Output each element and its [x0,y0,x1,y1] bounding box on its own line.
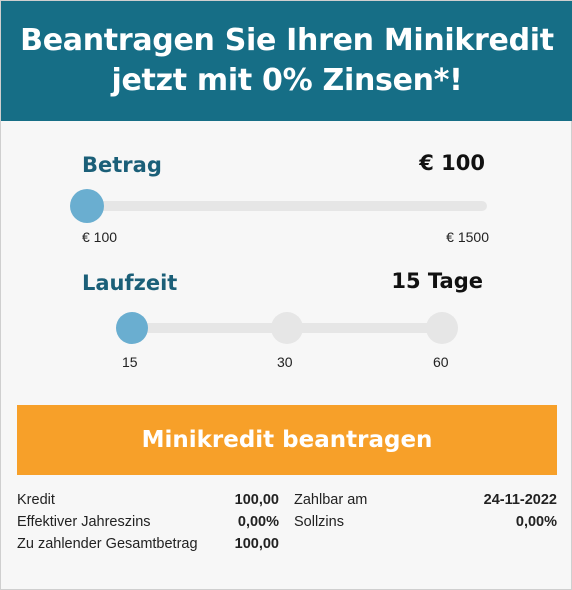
apply-minikredit-button[interactable]: Minikredit beantragen [17,405,557,475]
term-option-60[interactable] [426,312,458,344]
amount-slider-thumb[interactable] [70,189,104,223]
summary-value: 0,00% [237,514,279,530]
summary-value: 100,00 [234,536,279,552]
summary-label: Zahlbar am [294,492,368,508]
summary-value: 24-11-2022 [483,492,557,508]
summary-row-kredit: Kredit 100,00 [17,490,279,511]
amount-slider-track[interactable] [87,201,487,211]
summary-value: 0,00% [515,514,557,530]
header-banner: Beantragen Sie Ihren Minikredit jetzt mi… [1,1,572,121]
summary-value: 100,00 [234,492,279,508]
summary-row-gesamtbetrag: Zu zahlender Gesamtbetrag 100,00 [17,534,279,555]
term-tick-30: 30 [277,354,293,370]
summary-row-effektiver-jahreszins: Effektiver Jahreszins 0,00% [17,512,279,533]
summary-label: Sollzins [294,514,344,530]
summary-row-zahlbar-am: Zahlbar am 24-11-2022 [294,490,557,511]
term-tick-15: 15 [122,354,138,370]
summary-label: Effektiver Jahreszins [17,514,151,530]
amount-min-label: € 100 [82,229,118,245]
term-option-15[interactable] [116,312,148,344]
amount-label: Betrag [82,153,162,177]
amount-max-label: € 1500 [446,229,489,245]
header-title-line2: jetzt mit 0% Zinsen*! [111,63,463,98]
term-tick-60: 60 [433,354,449,370]
term-label: Laufzeit [82,271,178,295]
amount-value: € 100 [419,151,485,175]
summary-label: Kredit [17,492,55,508]
summary-label: Zu zahlender Gesamtbetrag [17,536,198,552]
header-title-line1: Beantragen Sie Ihren Minikredit [20,23,554,58]
term-value: 15 Tage [391,269,483,293]
summary-row-sollzins: Sollzins 0,00% [294,512,557,533]
term-option-30[interactable] [271,312,303,344]
